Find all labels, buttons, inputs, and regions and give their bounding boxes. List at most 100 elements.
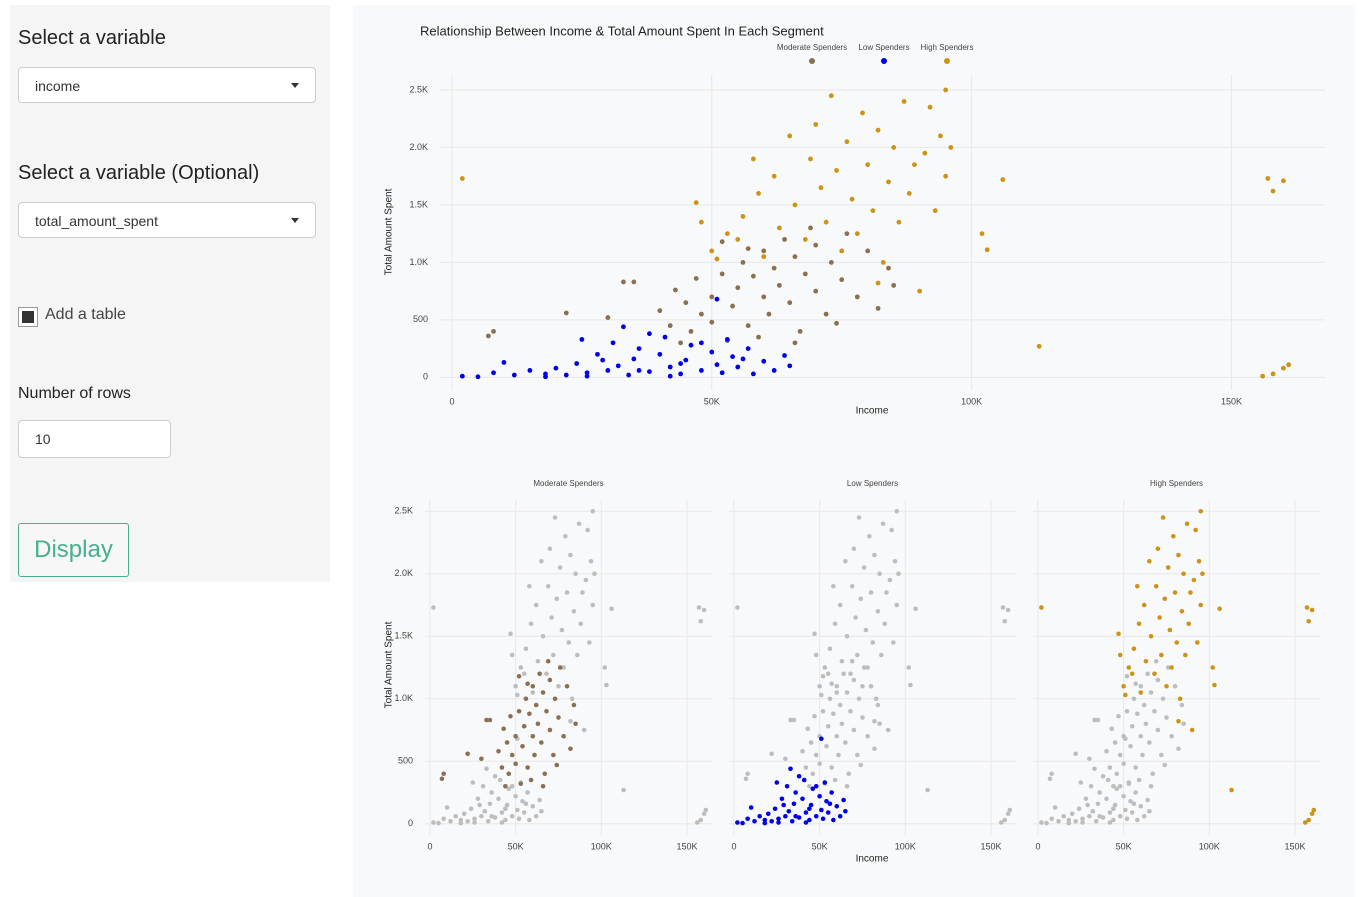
y-tick-label: 1.5K xyxy=(409,199,428,209)
point xyxy=(886,265,891,271)
point xyxy=(1100,773,1106,779)
point xyxy=(849,196,855,202)
point xyxy=(1087,813,1092,819)
point xyxy=(1105,777,1111,783)
point xyxy=(854,294,860,300)
point xyxy=(1270,188,1276,194)
point xyxy=(547,727,553,733)
point xyxy=(827,801,833,807)
point xyxy=(528,621,534,627)
point xyxy=(523,646,529,652)
point xyxy=(533,602,539,608)
point xyxy=(1193,527,1198,533)
point xyxy=(761,248,767,254)
point xyxy=(868,683,874,689)
point xyxy=(1141,602,1147,608)
point xyxy=(1138,733,1144,739)
point xyxy=(501,726,506,732)
point xyxy=(1069,811,1075,817)
point xyxy=(1152,671,1157,677)
point xyxy=(832,777,838,783)
point xyxy=(520,798,525,804)
point xyxy=(844,783,850,789)
point xyxy=(745,246,751,251)
point xyxy=(1111,817,1116,823)
point xyxy=(535,721,541,727)
point xyxy=(1184,521,1190,527)
point xyxy=(698,340,704,346)
point xyxy=(819,736,824,742)
point xyxy=(1159,752,1164,758)
point xyxy=(828,93,834,99)
point xyxy=(1114,786,1120,792)
point xyxy=(824,743,829,749)
point xyxy=(584,370,590,376)
point xyxy=(1179,608,1185,614)
point xyxy=(875,127,881,133)
legend-label: Moderate Spenders xyxy=(777,43,847,52)
point xyxy=(1135,583,1140,589)
number-input[interactable]: 10 xyxy=(18,420,171,458)
point xyxy=(844,139,850,145)
point xyxy=(1176,718,1181,724)
point xyxy=(465,751,470,757)
point xyxy=(1186,621,1192,627)
point xyxy=(556,683,561,689)
point xyxy=(1007,807,1013,813)
point xyxy=(860,110,865,116)
point xyxy=(875,608,881,614)
point xyxy=(552,515,558,520)
point xyxy=(800,748,805,754)
point xyxy=(436,820,441,826)
point xyxy=(1191,577,1197,583)
button[interactable]: Display xyxy=(18,523,129,577)
point xyxy=(533,702,539,708)
point xyxy=(1124,708,1130,714)
point xyxy=(854,231,860,237)
point xyxy=(1165,565,1171,570)
point xyxy=(527,711,532,717)
point xyxy=(1306,817,1311,823)
point xyxy=(509,652,515,658)
point xyxy=(561,665,566,670)
point xyxy=(1116,631,1121,637)
point xyxy=(1286,362,1292,368)
point xyxy=(823,311,829,317)
point xyxy=(848,671,853,677)
point xyxy=(818,185,824,191)
point xyxy=(802,236,808,242)
y-tick-label: 500 xyxy=(398,756,413,766)
point xyxy=(1049,816,1054,822)
point xyxy=(569,696,575,702)
point xyxy=(802,271,808,277)
point xyxy=(579,337,585,342)
point xyxy=(807,817,812,823)
point xyxy=(1121,793,1126,799)
x-tick-label: 100K xyxy=(895,841,916,851)
x-axis-label: Income xyxy=(856,854,889,865)
point xyxy=(886,179,891,185)
point xyxy=(745,816,750,822)
select[interactable]: total_amount_spent xyxy=(18,202,316,238)
point xyxy=(724,231,730,237)
point xyxy=(808,740,814,745)
point xyxy=(1147,808,1152,814)
point xyxy=(892,558,898,564)
point xyxy=(791,801,797,807)
checkbox[interactable] xyxy=(18,307,38,327)
point xyxy=(1121,683,1126,689)
point xyxy=(776,225,782,231)
point xyxy=(472,820,477,825)
point xyxy=(515,807,520,813)
point xyxy=(1150,771,1156,777)
point xyxy=(1212,682,1217,688)
point xyxy=(439,776,445,782)
select[interactable]: income xyxy=(18,67,316,103)
point xyxy=(554,596,560,602)
point xyxy=(730,354,735,360)
point xyxy=(789,818,795,824)
point xyxy=(1162,596,1168,602)
point xyxy=(657,351,663,357)
point xyxy=(499,765,505,770)
point xyxy=(683,357,689,363)
